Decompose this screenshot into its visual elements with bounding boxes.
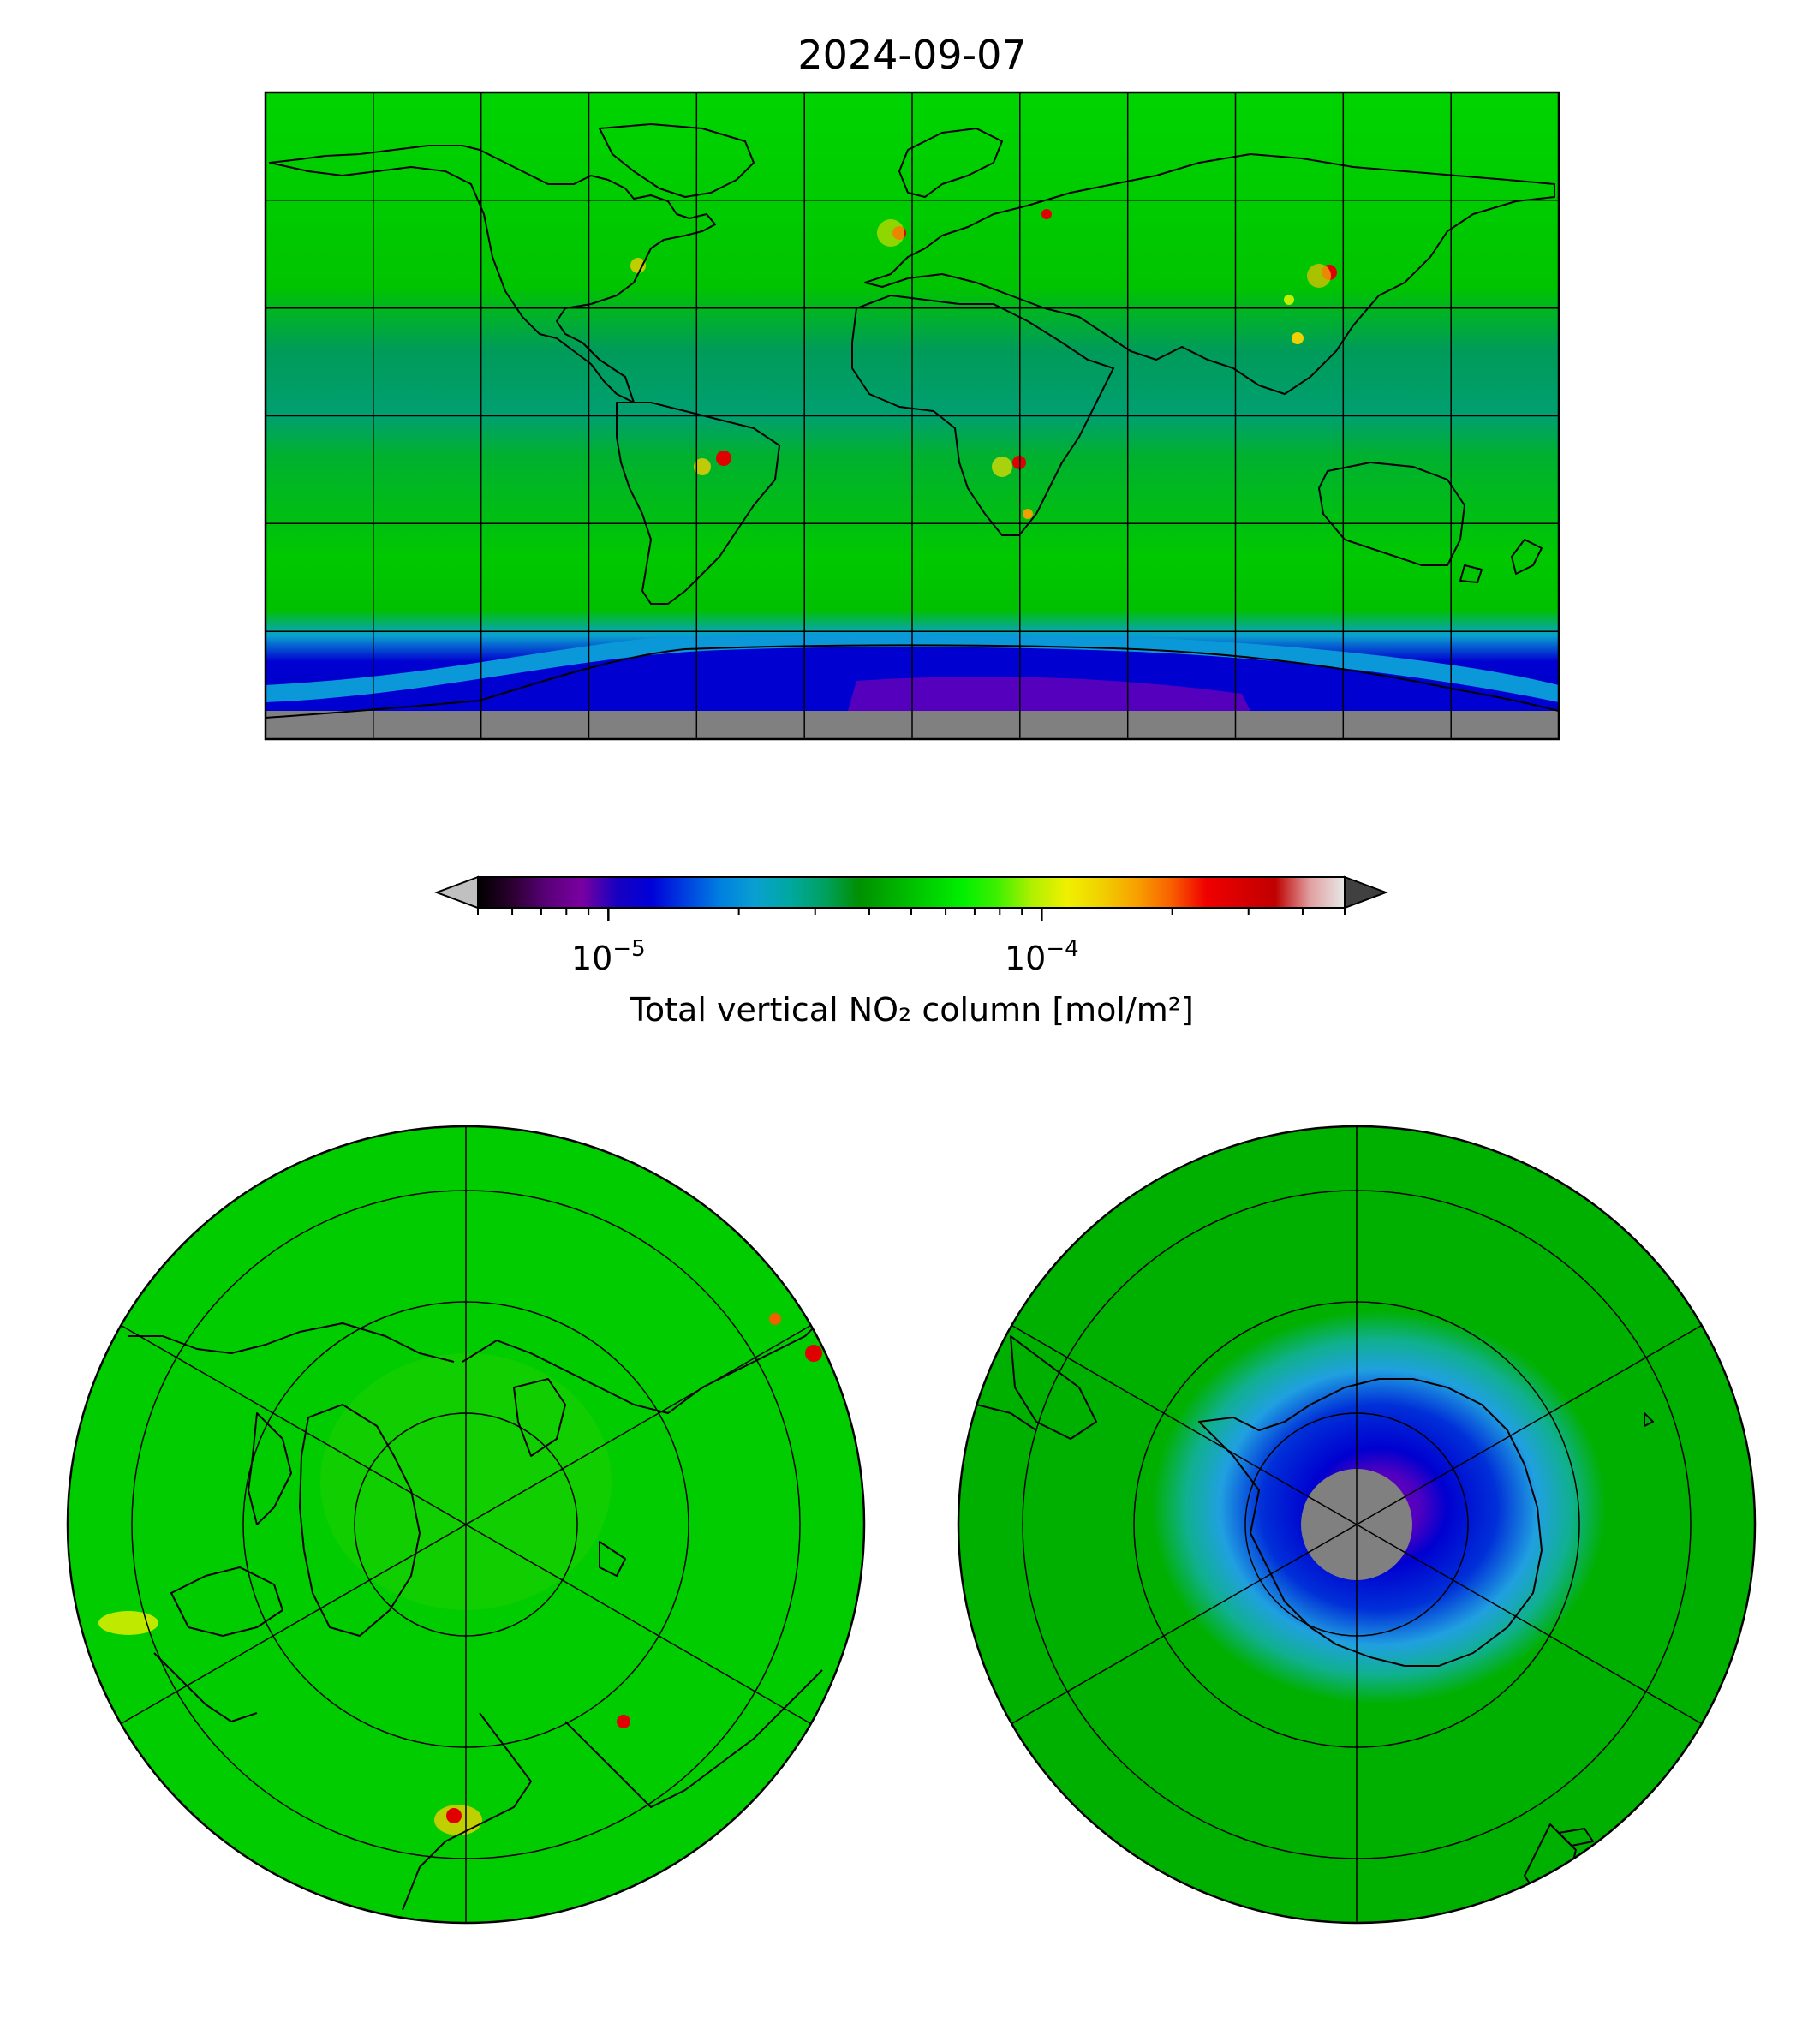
global-map [266, 92, 1559, 739]
north-coastlines [128, 1301, 840, 1911]
colorbar-tick-label-0: 10−5 [571, 936, 646, 977]
south-gridlines [1011, 1126, 1703, 1923]
figure-title: 2024-09-07 [797, 32, 1026, 78]
colorbar-bar [478, 877, 1345, 908]
south-polar-frame [957, 1125, 1757, 1925]
south-polar-map [958, 1126, 1755, 1923]
colorbar: 10−5 10−4 Total vertical NO₂ column [mol… [434, 875, 1388, 1029]
north-polar-frame [66, 1125, 866, 1925]
global-coastlines [266, 123, 1559, 719]
north-hotspots [98, 1313, 822, 1835]
global-hotspots [630, 209, 1337, 519]
colorbar-label: Total vertical NO₂ column [mol/m²] [630, 991, 1194, 1029]
colorbar-over-extend [1344, 875, 1388, 910]
north-polar-map [68, 1126, 864, 1923]
colorbar-ticks [477, 908, 1346, 921]
north-gridlines [120, 1126, 812, 1923]
global-map-frame [264, 91, 1560, 741]
global-gridlines [266, 92, 1559, 739]
colorbar-tick-label-1: 10−4 [1005, 936, 1079, 977]
colorbar-under-extend [434, 875, 479, 910]
